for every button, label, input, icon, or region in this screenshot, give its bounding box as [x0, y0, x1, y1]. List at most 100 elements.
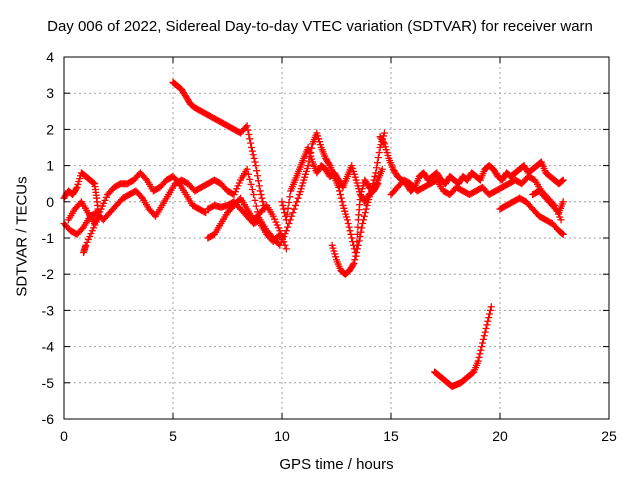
data-point: [244, 170, 252, 178]
x-tick-label: 10: [274, 428, 290, 444]
data-point: [80, 248, 88, 256]
data-point: [481, 328, 489, 336]
data-point: [246, 135, 254, 143]
y-tick-label: 1: [46, 158, 54, 174]
data-point: [78, 225, 86, 233]
data-point: [380, 129, 388, 137]
data-point: [347, 230, 355, 238]
data-point: [484, 317, 492, 325]
data-point: [336, 187, 344, 195]
data-point: [137, 193, 145, 201]
data-point: [280, 205, 288, 213]
data-layer: [60, 78, 567, 390]
data-point: [559, 230, 567, 238]
data-point: [362, 205, 370, 213]
data-point: [288, 212, 296, 220]
data-point: [373, 159, 381, 167]
data-point: [293, 198, 301, 206]
data-point: [558, 177, 566, 185]
series-trace-c: [64, 169, 210, 228]
data-point: [248, 185, 256, 193]
data-point: [282, 227, 290, 235]
data-point: [261, 205, 269, 213]
data-point: [483, 321, 491, 329]
data-point: [485, 314, 493, 322]
data-point: [344, 220, 352, 228]
data-point: [372, 169, 380, 177]
data-point: [478, 343, 486, 351]
x-tick-label: 20: [492, 428, 508, 444]
data-point: [360, 212, 368, 220]
data-point: [559, 176, 567, 184]
data-point: [349, 261, 357, 269]
data-point: [294, 194, 302, 202]
y-tick-label: -3: [42, 302, 55, 318]
data-point: [486, 310, 494, 318]
data-point: [249, 151, 257, 159]
data-point: [557, 216, 565, 224]
data-point: [285, 220, 293, 228]
data-point: [284, 204, 292, 212]
data-point: [247, 139, 255, 147]
data-point: [559, 198, 567, 206]
data-point: [380, 138, 388, 146]
data-point: [304, 162, 312, 170]
data-point: [254, 172, 262, 180]
data-point: [250, 191, 258, 199]
data-point: [250, 154, 258, 162]
data-point: [282, 245, 290, 253]
data-point: [375, 149, 383, 157]
data-point: [258, 194, 266, 202]
data-point: [72, 185, 80, 193]
data-point: [243, 165, 251, 173]
data-point: [246, 175, 254, 183]
data-point: [558, 230, 566, 238]
data-point: [282, 216, 290, 224]
data-point: [248, 147, 256, 155]
data-point: [371, 172, 379, 180]
data-point: [477, 346, 485, 354]
data-point: [252, 202, 260, 210]
axis-ticks: 0 5 10 15 20 25 -6 -5 -4 -3 -2 -1 0 1 2 3 4: [42, 49, 617, 444]
data-point: [292, 201, 300, 209]
y-tick-label: 4: [46, 49, 54, 65]
data-point: [247, 144, 255, 151]
y-tick-label: 3: [46, 85, 54, 101]
series-trace-g: [278, 144, 386, 224]
data-point: [245, 130, 253, 138]
data-point: [174, 178, 182, 186]
data-point: [289, 209, 297, 217]
x-tick-label: 5: [169, 428, 177, 444]
data-point: [474, 357, 482, 365]
gridlines: [64, 57, 609, 419]
data-point: [346, 227, 354, 235]
y-tick-label: -1: [42, 230, 55, 246]
series-trace-h: [328, 129, 388, 278]
data-point: [336, 191, 344, 199]
data-point: [337, 194, 345, 202]
data-point: [283, 210, 291, 218]
data-point: [350, 259, 358, 267]
series-trace-k: [496, 194, 567, 238]
data-point: [360, 216, 368, 224]
data-point: [290, 205, 298, 213]
data-point: [285, 199, 293, 207]
data-point: [279, 201, 287, 209]
series-trace-a: [60, 165, 284, 246]
series-trace-j: [387, 172, 565, 224]
data-point: [90, 179, 98, 187]
series-trace-l: [529, 187, 567, 217]
data-point: [351, 256, 359, 264]
data-point: [343, 216, 351, 224]
data-point: [367, 187, 375, 195]
data-point: [338, 198, 346, 206]
data-point: [256, 187, 264, 195]
data-point: [352, 252, 360, 260]
data-point: [480, 332, 488, 340]
data-point: [479, 339, 487, 347]
data-point: [253, 167, 261, 175]
data-point: [353, 248, 361, 256]
data-point: [251, 158, 259, 166]
series-trace-b: [60, 169, 103, 256]
